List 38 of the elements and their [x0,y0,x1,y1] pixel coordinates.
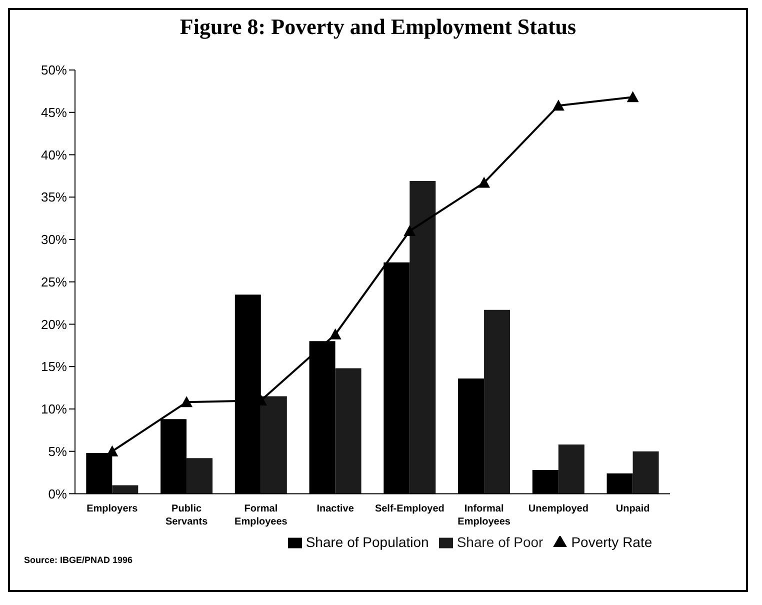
bar [335,368,362,494]
x-tick-label: Inactive [316,504,354,515]
y-tick-label: 25% [40,274,68,290]
y-tick-label: 45% [40,104,68,120]
point [329,328,342,340]
point [552,100,564,111]
y-tick-label: 10% [40,402,68,417]
source-note: Source: IBGE/PNAD 1996 [24,555,133,565]
y-tick-label: 5% [48,444,68,459]
bar [186,458,213,494]
point [180,396,193,408]
x-tick-label: Public Servants [165,504,208,528]
bar [112,485,138,494]
bar [632,451,659,494]
legend-label: Poverty Rate [571,534,652,550]
x-tick-label: Unemployed [528,504,588,515]
x-tick-label: Self-Employed [374,504,444,515]
y-tick-label: 35% [40,190,68,205]
x-tick-label: Informal Employees [458,504,511,528]
y-tick-label: 50% [40,62,68,78]
y-tick-label: 0% [48,486,68,502]
point [404,225,416,236]
x-tick-label: Formal Employees [234,504,288,528]
point [478,176,490,188]
legend-label: Share of Poor [456,534,544,550]
bar [260,396,287,494]
legend-label: Share of Population [306,534,429,550]
bar [410,181,436,494]
x-tick-label: Employers [86,504,138,515]
x-tick-label: Unpaid [616,504,650,515]
y-tick-label: 20% [40,316,68,332]
bar [558,444,584,494]
chart-title: Figure 8: Poverty and Employment Status [178,13,578,40]
y-tick-label: 15% [40,359,68,374]
bar [484,310,510,494]
y-tick-label: 40% [40,147,68,162]
point [626,91,639,102]
y-tick-label: 30% [40,232,68,248]
